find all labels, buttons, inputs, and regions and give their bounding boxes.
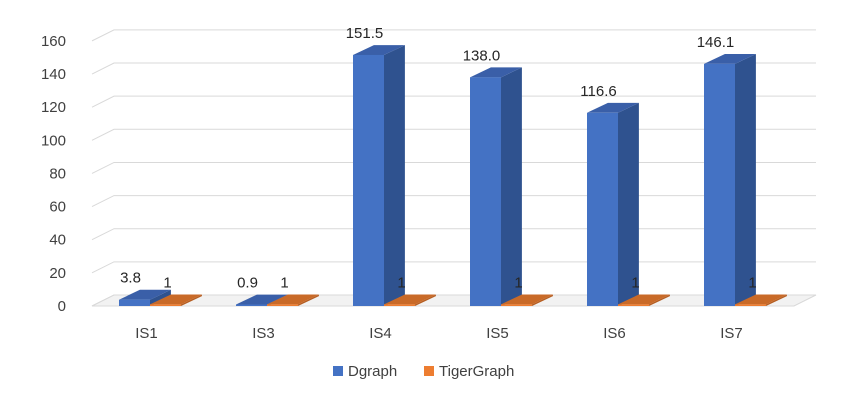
- legend-label: Dgraph: [348, 363, 397, 380]
- data-label: 1: [397, 274, 405, 291]
- bar-top: [384, 294, 436, 305]
- bar-front: [587, 112, 618, 307]
- bar-front: [704, 63, 735, 307]
- bar-front: [384, 304, 415, 306]
- bar-side: [766, 294, 787, 306]
- bar-front: [470, 77, 501, 306]
- data-label: 1: [631, 274, 639, 291]
- x-axis-ticks: IS1 IS3 IS4 IS5 IS6 IS7: [135, 325, 743, 342]
- y-axis-ticks: 0 20 40 60 80 100 120 140 160: [41, 33, 66, 315]
- bar-side: [415, 294, 436, 306]
- y-tick-label: 20: [49, 265, 66, 282]
- bar-top: [704, 54, 756, 64]
- bar-top: [119, 289, 171, 300]
- bar: [384, 294, 436, 306]
- y-tick-label: 40: [49, 232, 66, 249]
- bar: [735, 294, 787, 306]
- bar-front: [267, 304, 298, 306]
- bar-top: [236, 294, 288, 305]
- bar-top: [267, 294, 319, 305]
- bar-front: [150, 304, 181, 306]
- data-label: 151.5: [346, 25, 384, 42]
- data-label: 1: [514, 274, 522, 291]
- gridline: [91, 261, 816, 274]
- bar-front: [119, 299, 150, 306]
- gridline: [91, 95, 816, 108]
- gridline: [91, 195, 816, 208]
- bar: [618, 294, 670, 306]
- bar: [470, 67, 522, 307]
- bar-top: [150, 294, 202, 305]
- bar-front: [618, 304, 649, 306]
- bar-top: [470, 67, 522, 78]
- data-label: 0.9: [237, 275, 258, 292]
- bar-top: [501, 294, 553, 305]
- x-tick-label: IS3: [252, 325, 275, 342]
- bar-top: [618, 294, 670, 305]
- bar: [353, 45, 405, 306]
- bar-front: [501, 304, 532, 306]
- data-label: 116.6: [580, 83, 616, 100]
- data-label: 146.1: [697, 34, 735, 51]
- data-label: 138.0: [463, 47, 501, 64]
- bar-side: [618, 102, 639, 306]
- legend-label: TigerGraph: [439, 363, 514, 380]
- gridline: [91, 29, 816, 42]
- y-tick-label: 60: [49, 199, 66, 216]
- bar: [587, 102, 639, 307]
- gridline: [91, 161, 816, 174]
- legend-swatch: [424, 366, 434, 376]
- bar-side: [298, 294, 319, 306]
- bar-front: [236, 304, 267, 306]
- bar-side: [735, 54, 756, 306]
- legend: Dgraph TigerGraph: [333, 363, 514, 380]
- x-tick-label: IS7: [720, 325, 743, 342]
- x-tick-label: IS6: [603, 325, 626, 342]
- data-label: 1: [748, 274, 756, 291]
- bar-top: [735, 294, 787, 305]
- y-tick-label: 80: [49, 165, 66, 182]
- y-tick-label: 0: [58, 298, 66, 315]
- data-label: 1: [163, 274, 171, 291]
- bar-side: [181, 294, 202, 306]
- bar-side: [532, 294, 553, 306]
- bar: [150, 294, 202, 306]
- data-label: 1: [280, 274, 288, 291]
- gridline: [91, 128, 816, 141]
- bar-top: [353, 45, 405, 55]
- bar: [501, 294, 553, 306]
- bars: [119, 45, 787, 307]
- bar-top: [587, 102, 639, 113]
- gridline: [91, 228, 816, 241]
- x-tick-label: IS1: [135, 325, 158, 342]
- bar-front: [353, 54, 384, 306]
- x-tick-label: IS5: [486, 325, 509, 342]
- data-label: 3.8: [120, 270, 141, 287]
- bar-side: [384, 45, 405, 306]
- bar: [704, 54, 756, 307]
- bar-front: [735, 304, 766, 306]
- gridline: [91, 62, 816, 75]
- bar-side: [501, 67, 522, 307]
- grid-lines: [91, 29, 816, 307]
- bar: [267, 294, 319, 306]
- y-tick-label: 100: [41, 132, 66, 149]
- bar-side: [649, 294, 670, 306]
- y-tick-label: 160: [41, 33, 66, 50]
- data-labels: 3.8 1 0.9 1 151.5 1 138.0 1 116.6 1 146.1 1: [120, 25, 757, 292]
- y-tick-label: 140: [41, 66, 66, 83]
- legend-swatch: [333, 366, 343, 376]
- x-tick-label: IS4: [369, 325, 392, 342]
- y-tick-label: 120: [41, 99, 66, 116]
